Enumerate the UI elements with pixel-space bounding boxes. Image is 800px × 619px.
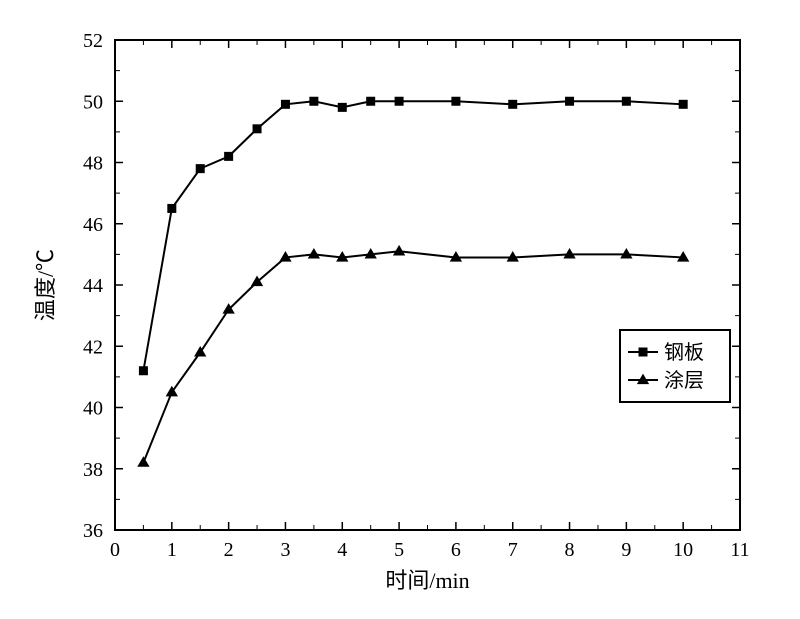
plot-area: [115, 40, 740, 530]
x-tick-label: 10: [673, 539, 693, 561]
legend-label: 涂层: [664, 369, 704, 392]
y-axis-label: 温度/℃: [33, 249, 58, 321]
x-tick-label: 1: [167, 539, 177, 561]
series-0: [139, 97, 687, 375]
x-tick-label: 3: [280, 539, 290, 561]
chart-container: 0 1 2 3 4 5 6 7 8 9 10 11 36 38 40 42 44 46 48 50 52 时间/min 温度…: [0, 0, 800, 619]
chart-svg: 0 1 2 3 4 5 6 7 8 9 10 11 36 38 40 42 44 46 48 50 52 时间/min 温度…: [0, 0, 800, 619]
y-tick-label: 40: [83, 398, 103, 420]
x-tick-label: 7: [508, 539, 518, 561]
legend-label: 钢板: [664, 341, 704, 364]
y-tick-label: 44: [83, 275, 103, 297]
y-tick-label: 50: [83, 91, 103, 113]
x-tick-label: 4: [337, 539, 347, 561]
series-1: [138, 246, 688, 466]
x-tick-label: 5: [394, 539, 404, 561]
y-tick-label: 38: [83, 459, 103, 481]
y-tick-label: 52: [83, 30, 103, 52]
legend: 钢板涂层: [620, 330, 730, 402]
y-tick-label: 42: [83, 336, 103, 358]
y-tick-label: 36: [83, 520, 103, 542]
x-axis-label: 时间/min: [385, 568, 469, 593]
x-tick-label: 9: [621, 539, 631, 561]
y-tick-label: 46: [83, 214, 103, 236]
x-tick-label: 11: [730, 539, 749, 561]
y-tick-label: 48: [83, 153, 103, 175]
x-tick-label: 8: [565, 539, 575, 561]
x-tick-label: 2: [224, 539, 234, 561]
x-tick-label: 0: [110, 539, 120, 561]
x-tick-label: 6: [451, 539, 461, 561]
